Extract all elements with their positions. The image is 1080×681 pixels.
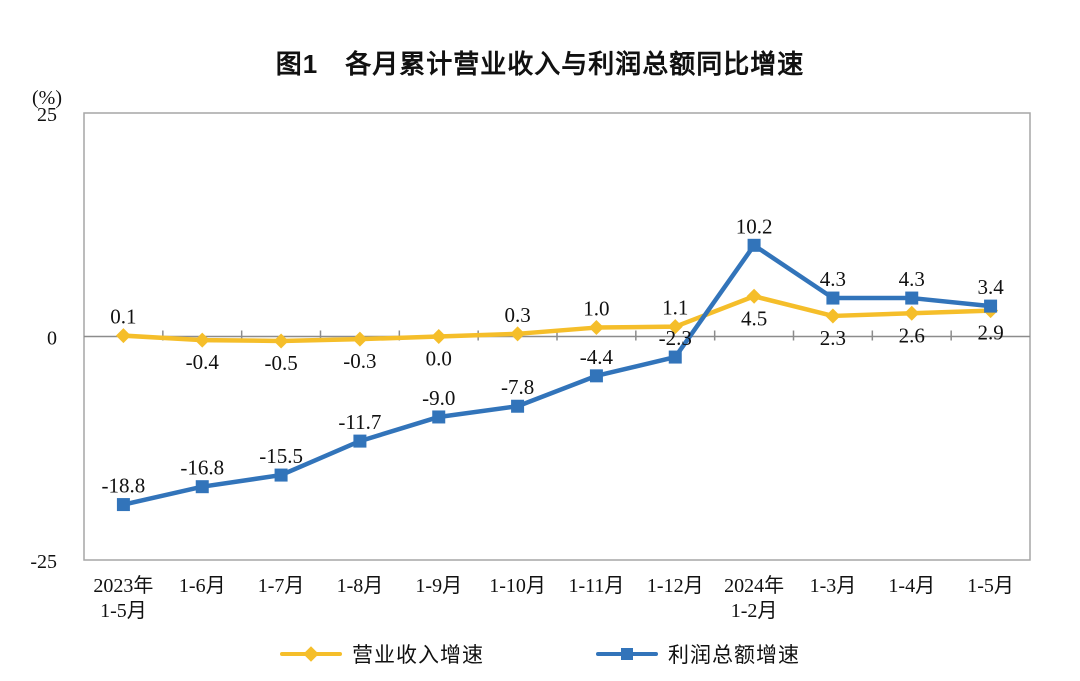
data-label: 4.3 <box>899 267 925 291</box>
legend-item-revenue: 营业收入增速 <box>280 639 484 669</box>
data-label: -16.8 <box>180 456 224 480</box>
series-line-0 <box>121 294 993 344</box>
x-axis-label: 1-5月 <box>967 575 1014 597</box>
data-marker-diamond <box>273 333 289 349</box>
y-axis-unit-label: (%) <box>32 87 62 109</box>
square-marker-icon <box>621 648 633 660</box>
data-label: -15.5 <box>259 444 303 468</box>
data-marker-diamond <box>115 328 131 344</box>
data-marker-diamond <box>667 319 683 335</box>
data-label: -2.3 <box>659 326 692 350</box>
profit-line-swatch-icon <box>596 648 658 660</box>
data-label: 1.0 <box>583 297 609 321</box>
data-marker-square <box>195 480 209 494</box>
data-marker-square <box>353 434 367 448</box>
y-axis-tick-label: 25 <box>37 104 57 126</box>
data-marker-diamond <box>746 288 762 304</box>
data-label: 10.2 <box>736 214 773 238</box>
data-label: 0.0 <box>426 347 452 371</box>
x-axis-label: 1-6月 <box>179 575 226 597</box>
data-label: 2.6 <box>899 323 925 347</box>
data-marker-square <box>116 498 130 512</box>
x-axis-label: 1-10月 <box>489 575 546 597</box>
data-label: -9.0 <box>422 386 455 410</box>
legend-label-profit: 利润总额增速 <box>668 643 800 667</box>
data-label: 4.5 <box>741 306 767 330</box>
data-label: 2.3 <box>820 326 846 350</box>
x-axis-label: 1-11月 <box>568 575 624 597</box>
y-axis-tick-label: 0 <box>47 328 57 350</box>
data-marker-square <box>747 238 761 252</box>
data-marker-square <box>274 468 288 482</box>
data-label: -11.7 <box>338 410 381 434</box>
data-marker-diamond <box>352 331 368 347</box>
x-axis-label: 1-12月 <box>647 575 704 597</box>
data-label: -0.3 <box>343 349 376 373</box>
data-marker-diamond <box>431 329 447 344</box>
legend-label-revenue: 营业收入增速 <box>352 643 484 667</box>
data-marker-diamond <box>194 332 210 348</box>
data-marker-diamond <box>904 305 920 321</box>
data-marker-square <box>668 350 682 364</box>
data-label: 0.1 <box>110 305 136 329</box>
data-marker-square <box>589 369 603 383</box>
data-marker-diamond <box>588 320 604 336</box>
diamond-marker-icon <box>303 646 319 662</box>
x-axis-label: 1-8月 <box>337 575 384 597</box>
data-marker-diamond <box>825 308 841 324</box>
chart-legend: 营业收入增速 利润总额增速 <box>0 639 1080 669</box>
data-marker-square <box>432 410 446 424</box>
x-axis-label: 2023年 1-5月 <box>93 574 153 622</box>
data-marker-square <box>984 299 998 313</box>
x-axis-label: 1-4月 <box>888 575 935 597</box>
data-marker-diamond <box>510 326 526 342</box>
legend-item-profit: 利润总额增速 <box>596 639 800 669</box>
x-axis-label: 1-3月 <box>810 575 857 597</box>
data-label: -4.4 <box>580 345 614 369</box>
x-axis-label: 2024年 1-2月 <box>724 574 784 622</box>
data-label: 3.4 <box>977 275 1004 299</box>
data-label: -0.5 <box>264 351 297 375</box>
data-label: 1.1 <box>662 296 688 320</box>
data-marker-square <box>511 399 525 413</box>
data-label: -7.8 <box>501 375 534 399</box>
data-label: 2.9 <box>977 321 1003 345</box>
revenue-line-swatch-icon <box>280 646 342 662</box>
data-marker-square <box>826 291 840 305</box>
series-line-1 <box>121 243 993 507</box>
x-axis-label: 1-9月 <box>415 575 462 597</box>
data-label: -18.8 <box>102 474 146 498</box>
data-marker-square <box>905 291 919 305</box>
data-label: 0.3 <box>504 303 530 327</box>
chart-title: 图1 各月累计营业收入与利润总额同比增速 <box>275 49 805 79</box>
x-axis-label: 1-7月 <box>258 575 305 597</box>
data-label: 4.3 <box>820 267 846 291</box>
y-axis-tick-label: -25 <box>30 551 57 573</box>
data-label: -0.4 <box>186 350 220 374</box>
